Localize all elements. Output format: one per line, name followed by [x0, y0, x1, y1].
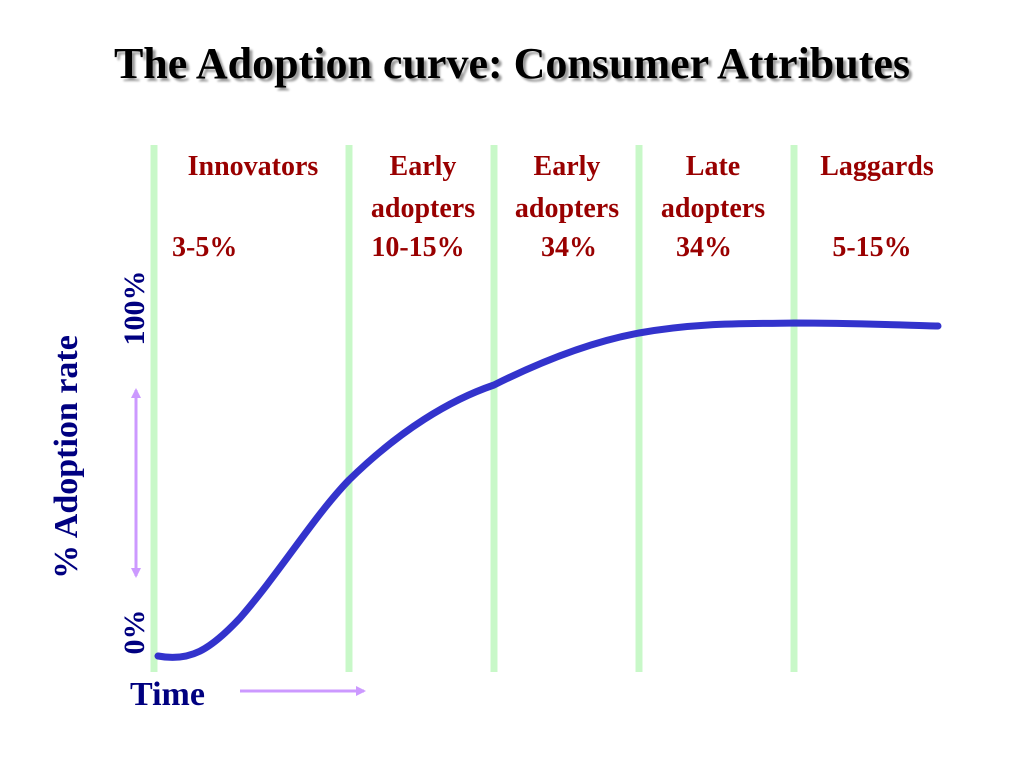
y-axis-label: % Adoption rate	[48, 335, 85, 579]
segment-label-early-adopters-2: Early adopters	[514, 151, 620, 224]
x-axis-label: Time	[130, 676, 205, 713]
segment-percent-laggards: 5-15%	[832, 232, 912, 263]
segment-label-laggards: Laggards	[820, 151, 934, 182]
segment-label-innovators: Innovators	[187, 151, 319, 182]
segment-label-early-adopters-1: Early adopters	[370, 151, 476, 224]
segment-percent-late-adopters: 34%	[676, 232, 732, 263]
segment-percent-innovators: 3-5%	[172, 232, 238, 263]
segment-percent-early-adopters-2: 34%	[541, 232, 597, 263]
slide-title: The Adoption curve: Consumer Attributes	[113, 39, 911, 88]
y-axis-bottom-label: 0%	[118, 609, 151, 655]
segment-label-late-adopters: Late adopters	[660, 151, 766, 224]
segment-percent-early-adopters-1: 10-15%	[371, 232, 465, 263]
y-axis-top-label: 100%	[118, 270, 151, 346]
adoption-curve	[154, 319, 942, 661]
